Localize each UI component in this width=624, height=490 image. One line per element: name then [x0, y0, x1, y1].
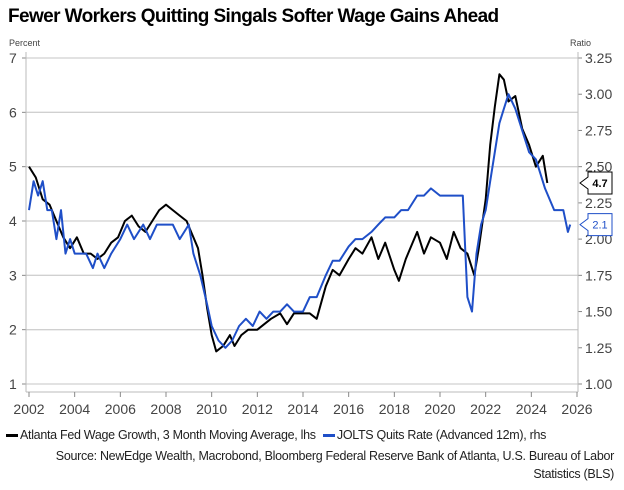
x-tick-label: 2022 — [470, 401, 501, 417]
legend-swatch-wage — [6, 434, 18, 438]
callout-value: 4.7 — [592, 178, 607, 190]
x-tick-label: 2010 — [196, 401, 227, 417]
chart-title: Fewer Workers Quitting Singals Softer Wa… — [8, 6, 499, 27]
last-value-callout-wage: 4.7 — [579, 171, 613, 195]
x-tick-label: 2020 — [424, 401, 455, 417]
x-tick-label: 2016 — [333, 401, 364, 417]
left-tick-label: 6 — [9, 104, 17, 120]
x-tick-label: 2008 — [150, 401, 181, 417]
x-tick-label: 2024 — [516, 401, 547, 417]
legend-item-wage: Atlanta Fed Wage Growth, 3 Month Moving … — [20, 428, 316, 442]
right-axis-label: Ratio — [570, 38, 592, 48]
callout-value: 2.1 — [592, 220, 607, 232]
series-line-jolts-quits — [28, 93, 572, 349]
x-tick-label: 2006 — [105, 401, 136, 417]
series-line-wage-growth — [28, 73, 549, 353]
x-tick-label: 2026 — [561, 401, 592, 417]
x-tick-label: 2014 — [287, 401, 318, 417]
left-tick-label: 7 — [9, 50, 17, 66]
source-note: Source: NewEdge Wealth, Macrobond, Bloom… — [55, 449, 615, 481]
x-tick-label: 2012 — [242, 401, 273, 417]
legend: Atlanta Fed Wage Growth, 3 Month Moving … — [6, 428, 546, 442]
left-tick-label: 4 — [9, 213, 17, 229]
left-tick-label: 5 — [9, 159, 17, 175]
right-tick-label: 3.00 — [585, 86, 612, 102]
x-tick-label: 2004 — [59, 401, 90, 417]
chart-area: 12345671.001.251.501.752.002.252.502.753… — [9, 50, 613, 417]
right-tick-label: 1.25 — [585, 340, 612, 356]
x-tick-label: 2002 — [13, 401, 44, 417]
right-tick-label: 2.25 — [585, 195, 612, 211]
right-tick-label: 3.25 — [585, 50, 612, 66]
right-tick-label: 1.50 — [585, 304, 612, 320]
callout-box — [579, 171, 613, 195]
left-tick-label: 1 — [9, 376, 17, 392]
right-tick-label: 1.75 — [585, 267, 612, 283]
callout-box — [579, 213, 613, 237]
legend-item-jolts: JOLTS Quits Rate (Advanced 12m), rhs — [336, 428, 547, 442]
right-tick-label: 2.50 — [585, 159, 612, 175]
legend-swatch-jolts — [322, 434, 335, 438]
right-tick-label: 2.75 — [585, 122, 612, 138]
x-tick-label: 2018 — [379, 401, 410, 417]
last-value-callout-jolts: 2.1 — [579, 213, 613, 237]
left-tick-label: 3 — [9, 267, 17, 283]
right-tick-label: 1.00 — [585, 376, 612, 392]
left-axis-label: Percent — [9, 38, 41, 48]
left-tick-label: 2 — [9, 322, 17, 338]
